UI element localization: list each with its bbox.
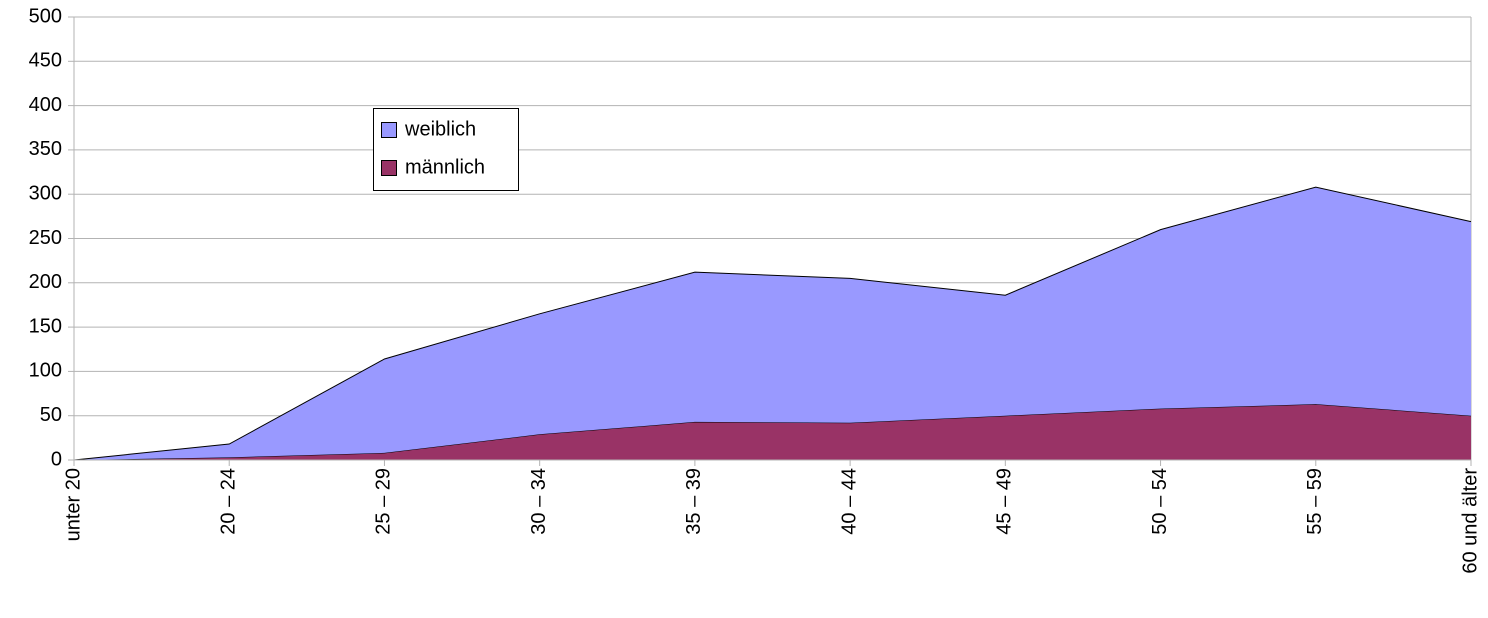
y-tick-label: 400 <box>29 94 62 116</box>
x-tick-label: 60 und älter <box>1459 468 1481 574</box>
x-tick-label: unter 20 <box>62 468 84 541</box>
x-tick-label: 35 – 39 <box>683 468 705 535</box>
legend: weiblich männlich <box>373 108 519 191</box>
legend-swatch <box>381 122 397 138</box>
y-tick-label: 100 <box>29 360 62 382</box>
y-tick-label: 150 <box>29 315 62 337</box>
legend-label: weiblich <box>404 118 476 140</box>
x-tick-label: 25 – 29 <box>373 468 395 535</box>
x-tick-label: 50 – 54 <box>1149 468 1171 535</box>
x-tick-label: 30 – 34 <box>528 468 550 535</box>
y-tick-label: 50 <box>40 404 62 426</box>
area-fill <box>74 187 1471 460</box>
area-fill <box>74 404 1471 460</box>
x-tick-label: 55 – 59 <box>1304 468 1326 535</box>
y-tick-label: 200 <box>29 271 62 293</box>
area-line <box>73 186 1472 461</box>
x-tick-label: 20 – 24 <box>218 468 240 535</box>
y-tick-label: 500 <box>29 5 62 27</box>
y-tick-label: 250 <box>29 227 62 249</box>
x-tick-label: 45 – 49 <box>994 468 1016 535</box>
legend-swatch <box>381 160 397 176</box>
y-tick-label: 0 <box>51 448 62 470</box>
x-tick-label: 40 – 44 <box>838 468 860 535</box>
y-tick-label: 350 <box>29 138 62 160</box>
y-tick-label: 450 <box>29 50 62 72</box>
legend-label: männlich <box>405 156 485 178</box>
legend-box <box>373 108 519 191</box>
y-tick-label: 300 <box>29 182 62 204</box>
